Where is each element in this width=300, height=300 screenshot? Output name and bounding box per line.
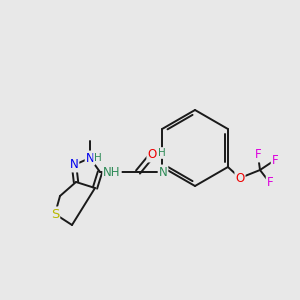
Text: NH: NH <box>103 166 121 178</box>
Text: N: N <box>159 166 167 178</box>
Text: O: O <box>236 172 244 184</box>
Text: F: F <box>272 154 278 166</box>
Text: F: F <box>255 148 261 161</box>
Text: O: O <box>147 148 157 161</box>
Text: N: N <box>70 158 78 172</box>
Text: F: F <box>267 176 273 190</box>
Text: H: H <box>94 153 102 163</box>
Text: N: N <box>85 152 94 164</box>
Text: H: H <box>158 148 166 158</box>
Text: S: S <box>51 208 59 220</box>
